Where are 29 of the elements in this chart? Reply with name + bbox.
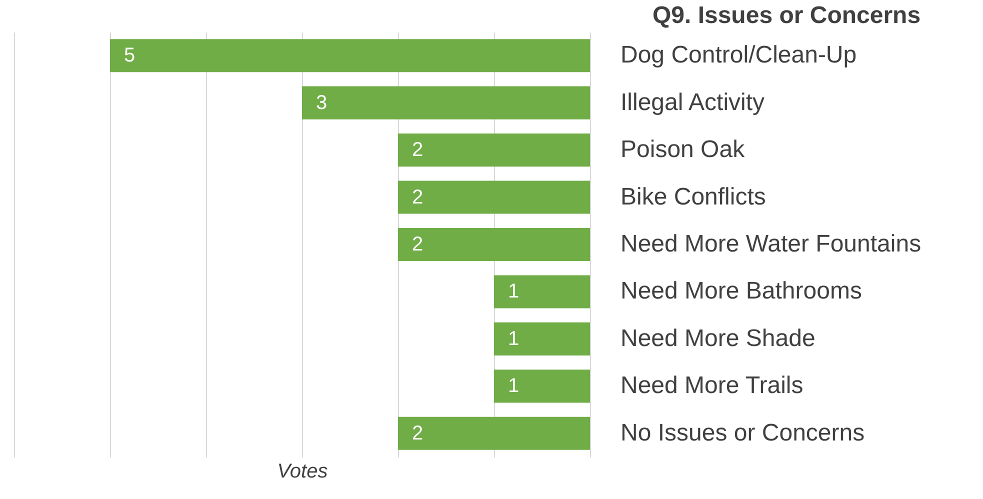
data-label: 2: [412, 234, 424, 256]
bar: [110, 39, 590, 72]
bar: [494, 275, 590, 308]
data-label: 5: [124, 44, 136, 67]
x-axis-title: Votes: [277, 460, 328, 482]
bar: [398, 228, 590, 262]
y-tick-label: Poison Oak: [620, 136, 746, 164]
bar: [494, 322, 590, 356]
data-label: 2: [412, 422, 424, 444]
y-tick-label: Need More Bathrooms: [620, 278, 862, 305]
y-tick-label: Need More Shade: [620, 324, 816, 352]
data-label: 2: [412, 186, 424, 208]
bar: [302, 86, 590, 120]
y-tick-label: Bike Conflicts: [620, 183, 766, 210]
bar: [398, 134, 590, 167]
data-label: 1: [508, 280, 520, 303]
y-tick-label: Need More Water Fountains: [620, 230, 922, 258]
bar: [494, 370, 590, 403]
text: Q9. Issues or Concerns: [652, 2, 921, 29]
y-tick-label: Need More Trails: [620, 372, 804, 400]
data-label: 1: [508, 375, 520, 398]
data-label: 2: [412, 139, 424, 162]
y-tick-label: Dog Control/Clean-Up: [620, 42, 857, 69]
data-label: 3: [316, 92, 328, 114]
y-tick-label: Illegal Activity: [620, 88, 765, 116]
bar: [398, 180, 590, 214]
data-label: 1: [508, 328, 520, 350]
bar: [398, 416, 590, 450]
y-tick-label: No Issues or Concerns: [620, 419, 865, 446]
